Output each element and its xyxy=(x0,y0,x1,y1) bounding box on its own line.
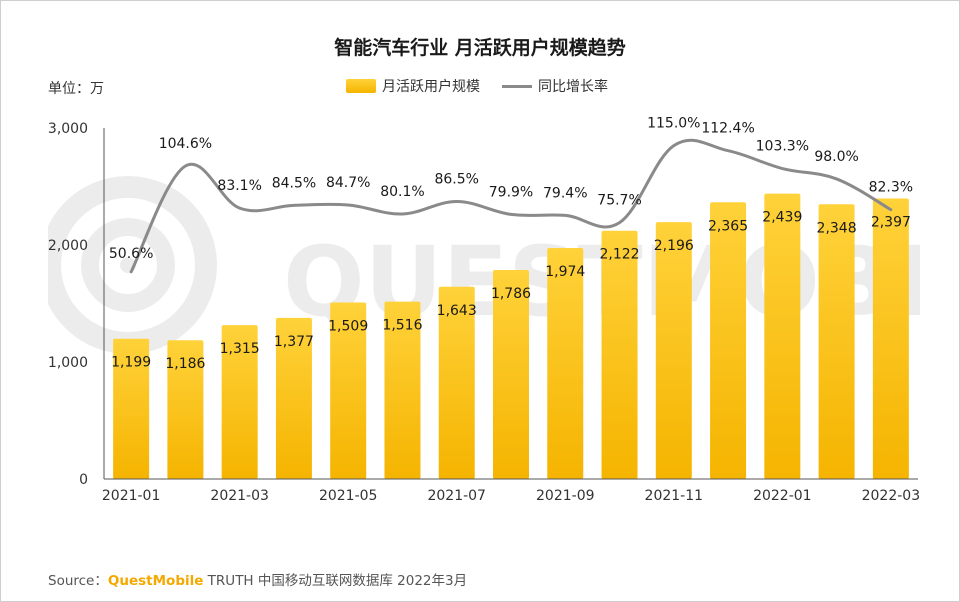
bar-value-label: 2,397 xyxy=(871,215,911,231)
bar xyxy=(384,301,421,479)
bar-value-label: 2,365 xyxy=(708,218,748,234)
unit-label: 单位：万 xyxy=(48,81,104,97)
legend-line-swatch xyxy=(502,84,532,88)
bar-value-label: 1,509 xyxy=(328,318,368,334)
y-tick-label: 1,000 xyxy=(48,355,88,371)
source-prefix: Source： xyxy=(48,573,108,589)
source-brand: QuestMobile xyxy=(107,573,204,589)
bar xyxy=(330,302,367,479)
growth-rate-label: 83.1% xyxy=(217,178,261,194)
source-rest: TRUTH 中国移动互联网数据库 2022年3月 xyxy=(203,573,468,589)
bar xyxy=(221,325,258,479)
growth-rate-label: 80.1% xyxy=(380,184,424,200)
bar xyxy=(113,338,150,479)
bar xyxy=(655,222,692,479)
x-tick-label: 2021-05 xyxy=(319,488,378,504)
bar-value-label: 2,439 xyxy=(762,210,802,226)
growth-rate-label: 75.7% xyxy=(597,193,641,209)
growth-rate-label: 86.5% xyxy=(434,171,478,187)
bar-value-label: 2,348 xyxy=(817,220,857,236)
y-tick-label: 0 xyxy=(79,472,88,488)
growth-rate-label: 104.6% xyxy=(159,136,212,152)
bar xyxy=(764,193,801,479)
bar xyxy=(167,340,204,479)
bar xyxy=(493,270,529,479)
bar xyxy=(818,204,855,479)
x-tick-label: 2021-11 xyxy=(645,488,704,504)
growth-rate-label: 98.0% xyxy=(814,149,858,165)
chart-title: 智能汽车行业 月活跃用户规模趋势 xyxy=(334,37,626,59)
growth-rate-label: 79.4% xyxy=(543,185,587,201)
x-tick-label: 2021-07 xyxy=(427,488,486,504)
bar xyxy=(872,198,909,479)
source-note: Source：QuestMobile TRUTH 中国移动互联网数据库 2022… xyxy=(48,569,467,589)
growth-rate-line xyxy=(129,138,893,274)
bar xyxy=(601,230,638,479)
bar-value-label: 2,122 xyxy=(599,247,639,263)
bar xyxy=(438,286,475,479)
legend-bar-label: 月活跃用户规模 xyxy=(382,79,480,95)
bar xyxy=(547,248,584,479)
growth-rate-label: 103.3% xyxy=(756,139,809,155)
x-tick-label: 2022-03 xyxy=(862,488,921,504)
bar-value-label: 1,377 xyxy=(274,334,314,350)
growth-rate-label: 79.9% xyxy=(489,184,533,200)
bar-value-label: 1,199 xyxy=(111,355,151,371)
x-tick-label: 2021-03 xyxy=(210,488,269,504)
legend-line-label: 同比增长率 xyxy=(538,79,608,95)
growth-rate-label: 50.6% xyxy=(109,246,153,262)
legend: 月活跃用户规模 同比增长率 xyxy=(346,76,608,96)
x-tick-label: 2021-09 xyxy=(536,488,595,504)
growth-rate-label: 112.4% xyxy=(701,121,754,137)
bar-value-label: 1,974 xyxy=(545,264,585,280)
bar-value-label: 1,786 xyxy=(491,286,531,302)
y-tick-label: 3,000 xyxy=(48,121,88,137)
bar xyxy=(710,202,747,480)
y-tick-label: 2,000 xyxy=(48,238,88,254)
bar-value-label: 1,516 xyxy=(382,318,422,334)
bar xyxy=(275,317,312,479)
x-tick-label: 2022-01 xyxy=(753,488,812,504)
growth-rate-label: 115.0% xyxy=(647,116,700,132)
bar-value-label: 1,186 xyxy=(165,356,205,372)
bar-value-label: 1,643 xyxy=(437,303,477,319)
growth-rate-label: 84.7% xyxy=(326,175,370,191)
bar-value-label: 2,196 xyxy=(654,238,694,254)
growth-rate-label: 84.5% xyxy=(272,175,316,191)
legend-bar-swatch xyxy=(346,79,376,93)
bar-value-label: 1,315 xyxy=(220,341,260,357)
x-tick-label: 2021-01 xyxy=(102,488,161,504)
growth-rate-label: 82.3% xyxy=(869,180,913,196)
